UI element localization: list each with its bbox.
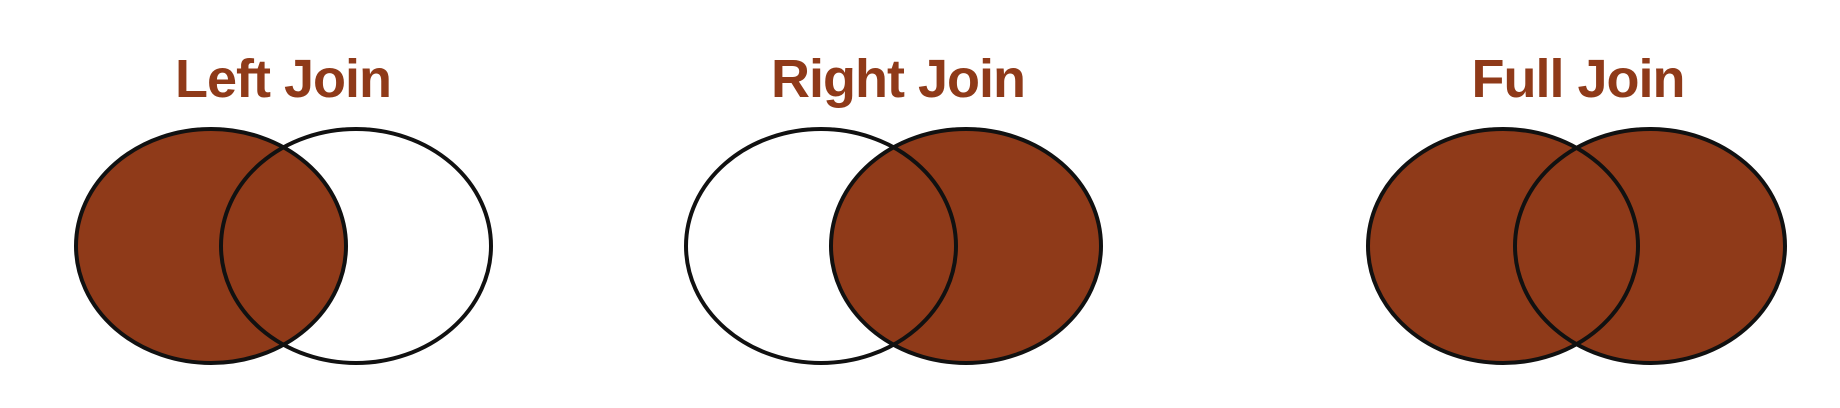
venn-right-circle-outline	[219, 127, 493, 365]
venn-left-circle	[76, 129, 346, 363]
venn-right-circle	[1515, 129, 1785, 363]
venn-left-circle-outline	[684, 127, 958, 365]
panel-full-join: Full Join	[1366, 49, 1787, 365]
panel-title: Left Join	[175, 49, 391, 109]
panel-title: Right Join	[771, 49, 1025, 109]
venn-right-circle-outline	[829, 127, 1103, 365]
venn-right-circle-outline	[1513, 127, 1787, 365]
venn-left-circle-outline	[1366, 127, 1640, 365]
venn-right-circle	[831, 129, 1101, 363]
panel-left-join: Left Join	[74, 49, 493, 365]
panel-right-join: Right Join	[684, 49, 1103, 365]
venn-left-circle-outline	[74, 127, 348, 365]
panel-title: Full Join	[1472, 49, 1685, 109]
